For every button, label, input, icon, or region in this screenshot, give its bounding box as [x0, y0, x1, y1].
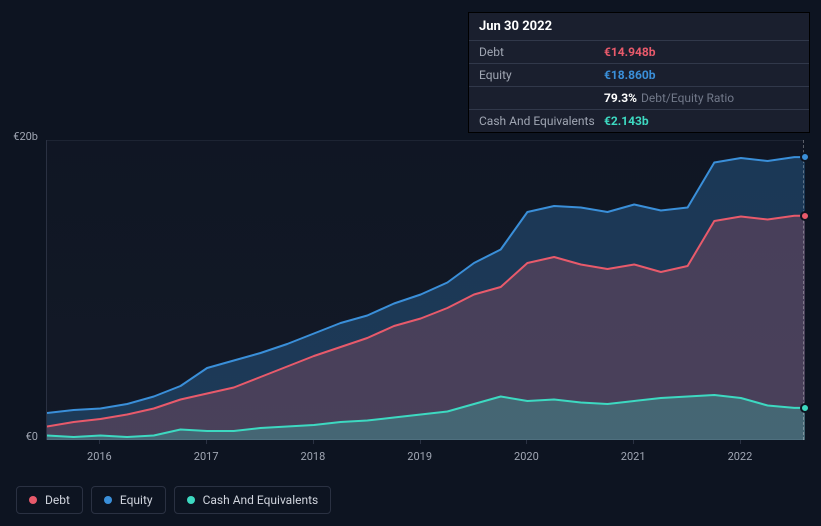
x-tick: 2020 [514, 450, 539, 463]
legend-label: Equity [120, 493, 153, 507]
tooltip-rows: Debt€14.948bEquity€18.860b79.3%Debt/Equi… [469, 40, 809, 132]
legend: Debt Equity Cash And Equivalents [16, 486, 331, 514]
chart: €20b €0 2016201720182019202020212022 [16, 122, 805, 482]
legend-dot-icon [104, 496, 112, 504]
tooltip-row: 79.3%Debt/Equity Ratio [469, 86, 809, 109]
plot-area[interactable] [46, 140, 804, 440]
legend-item[interactable]: Debt [16, 486, 83, 514]
tooltip-row-sublabel: Debt/Equity Ratio [641, 91, 734, 105]
tooltip-date: Jun 30 2022 [469, 13, 809, 40]
y-tick-bottom: €0 [10, 430, 38, 443]
tooltip-row-label: Equity [479, 68, 604, 82]
tooltip-row-value: €2.143b [604, 114, 649, 128]
legend-item[interactable]: Cash And Equivalents [174, 486, 332, 514]
tooltip-row-value: €18.860b [604, 68, 656, 82]
x-tick-line [420, 440, 421, 444]
chart-svg [47, 140, 805, 440]
legend-label: Debt [45, 493, 70, 507]
series-end-dot [800, 211, 810, 221]
x-tick-line [206, 440, 207, 444]
tooltip-row: Debt€14.948b [469, 40, 809, 63]
series-end-dot [800, 403, 810, 413]
legend-label: Cash And Equivalents [203, 493, 319, 507]
x-axis: 2016 2017 2018 2019 2020 2021 2022 [46, 444, 804, 464]
cursor-line [803, 140, 804, 440]
x-tick-line [313, 440, 314, 444]
series-end-dot [800, 152, 810, 162]
x-tick: 2022 [728, 450, 753, 463]
x-tick: 2018 [301, 450, 326, 463]
chart-tooltip: Jun 30 2022 Debt€14.948bEquity€18.860b79… [468, 12, 810, 133]
x-tick: 2019 [407, 450, 432, 463]
tooltip-row-label: Cash And Equivalents [479, 114, 604, 128]
x-tick: 2017 [194, 450, 219, 463]
tooltip-row-label [479, 91, 604, 105]
x-tick: 2021 [621, 450, 646, 463]
legend-dot-icon [187, 496, 195, 504]
x-tick-line [740, 440, 741, 444]
legend-dot-icon [29, 496, 37, 504]
legend-item[interactable]: Equity [91, 486, 166, 514]
tooltip-row: Equity€18.860b [469, 63, 809, 86]
y-tick-top: €20b [10, 130, 38, 143]
x-tick: 2016 [87, 450, 112, 463]
tooltip-row-label: Debt [479, 45, 604, 59]
tooltip-row-value: 79.3%Debt/Equity Ratio [604, 91, 734, 105]
x-tick-line [99, 440, 100, 444]
tooltip-row-value: €14.948b [604, 45, 656, 59]
x-tick-line [633, 440, 634, 444]
x-tick-line [526, 440, 527, 444]
tooltip-row: Cash And Equivalents€2.143b [469, 109, 809, 132]
